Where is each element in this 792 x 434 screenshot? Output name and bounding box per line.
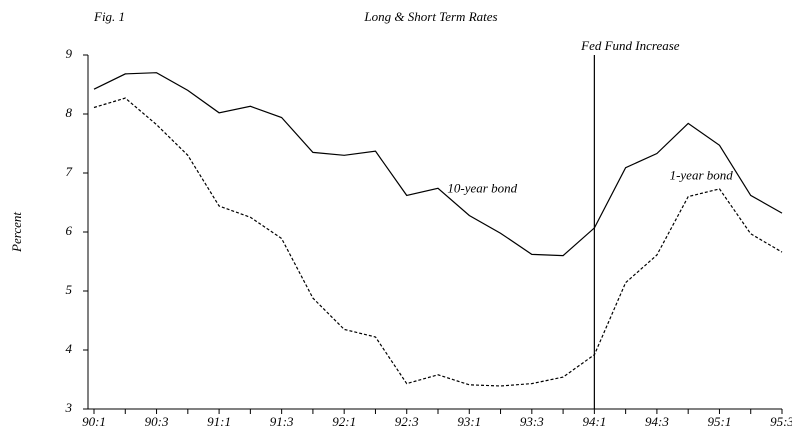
- y-tick-label: 5: [66, 282, 73, 297]
- x-tick-label: 93:1: [457, 414, 481, 429]
- y-axis-label: Percent: [9, 212, 24, 253]
- x-tick-label: 91:3: [270, 414, 294, 429]
- x-tick-label: 93:3: [520, 414, 544, 429]
- series-label: 10-year bond: [447, 180, 517, 195]
- series-label: 1-year bond: [670, 168, 734, 183]
- x-tick-label: 95:3: [770, 414, 792, 429]
- x-tick-label: 94:3: [645, 414, 669, 429]
- x-tick-label: 94:1: [582, 414, 606, 429]
- event-label: Fed Fund Increase: [580, 38, 680, 53]
- series-line: [93, 72, 783, 257]
- x-tick-label: 90:1: [82, 414, 106, 429]
- figure-label: Fig. 1: [93, 9, 125, 24]
- series-line: [93, 97, 783, 387]
- chart-title: Long & Short Term Rates: [363, 9, 497, 24]
- x-tick-label: 90:3: [145, 414, 169, 429]
- x-tick-label: 92:3: [395, 414, 419, 429]
- x-tick-label: 95:1: [708, 414, 732, 429]
- y-tick-label: 9: [66, 46, 73, 61]
- x-tick-label: 92:1: [332, 414, 356, 429]
- y-tick-label: 3: [65, 400, 73, 415]
- y-tick-label: 4: [66, 341, 73, 356]
- y-tick-label: 7: [66, 164, 73, 179]
- y-tick-label: 8: [66, 105, 73, 120]
- y-tick-label: 6: [66, 223, 73, 238]
- x-tick-label: 91:1: [207, 414, 231, 429]
